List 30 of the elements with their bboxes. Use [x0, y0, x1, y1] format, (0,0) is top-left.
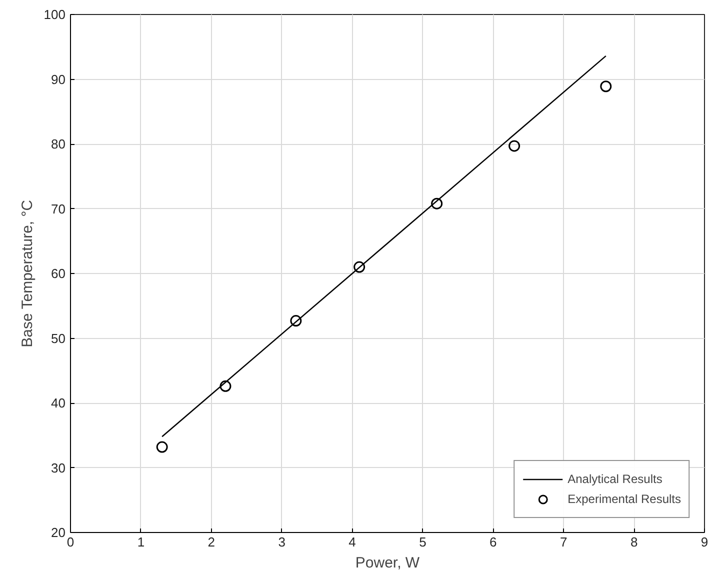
- x-tick-label: 6: [490, 534, 497, 550]
- x-tick-label: 2: [208, 534, 216, 550]
- point: [156, 441, 168, 453]
- y-tick-label: 70: [51, 201, 66, 216]
- y-tick-label: 50: [51, 330, 66, 346]
- x-tick-label: 0: [66, 534, 74, 550]
- y-axis-title: Base Temperature, °C: [18, 200, 36, 348]
- x-tick-label: 4: [348, 534, 356, 550]
- y-tick-label: 80: [51, 136, 66, 152]
- point: [508, 140, 520, 152]
- x-tick-label: 7: [560, 534, 568, 550]
- x-tick-label: 8: [630, 534, 638, 550]
- point: [600, 80, 612, 92]
- x-tick-label: 5: [419, 534, 426, 550]
- point: [354, 261, 366, 273]
- x-tick-label: 9: [700, 534, 708, 550]
- legend-label: Experimental Results: [568, 492, 681, 506]
- y-tick-label: 30: [51, 460, 66, 476]
- y-tick-label: 60: [51, 266, 66, 281]
- x-tick-label: 3: [278, 534, 286, 550]
- y-tick-label: 90: [51, 72, 66, 87]
- x-axis-title: Power, W: [355, 554, 420, 572]
- y-tick-label: 100: [44, 7, 66, 22]
- x-tick-label: 1: [137, 534, 145, 550]
- y-tick-label: 20: [51, 525, 66, 540]
- y-tick-label: 40: [51, 396, 66, 410]
- point: [290, 315, 302, 327]
- point: [431, 198, 443, 210]
- legend-label: Analytical Results: [568, 472, 662, 486]
- point: [220, 380, 232, 392]
